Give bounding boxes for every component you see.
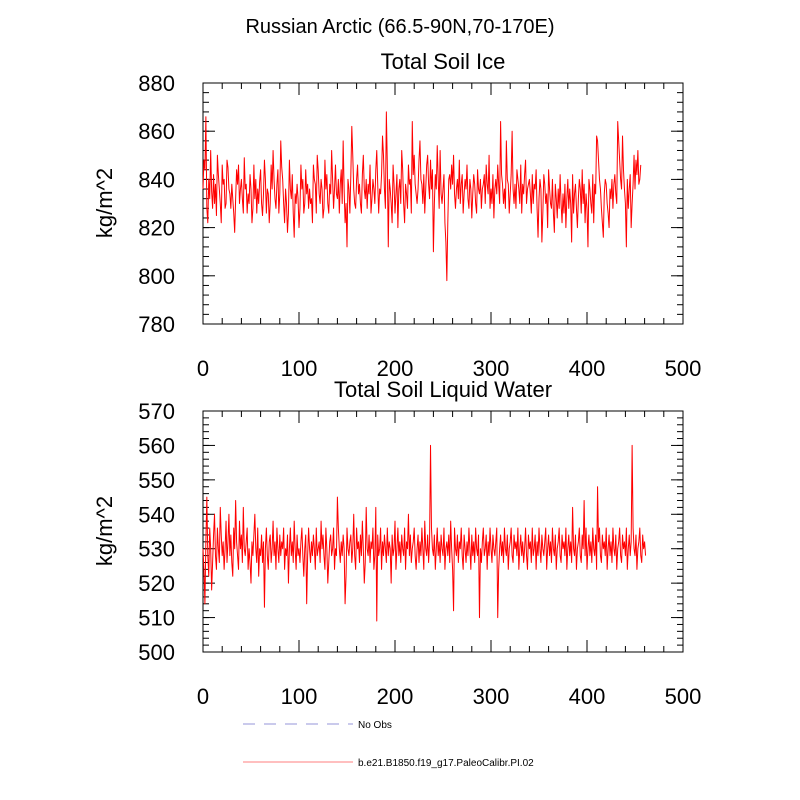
chart-title: Total Soil Liquid Water: [334, 377, 552, 402]
y-tick-label: 570: [138, 399, 175, 424]
axis-ticks: [202, 410, 684, 653]
y-tick-label: 860: [138, 119, 175, 144]
y-tick-label: 530: [138, 537, 175, 562]
y-tick-label: 540: [138, 502, 175, 527]
legend-item-no-obs: No Obs: [243, 720, 392, 731]
x-tick-label: 100: [281, 684, 318, 709]
x-tick-label: 300: [473, 356, 510, 381]
chart-panel-total-soil-ice: Total Soil Ice kg/m^2 0 100 200 300 400 500 78…: [92, 49, 701, 381]
legend-label: b.e21.B1850.f19_g17.PaleoCalibr.PI.02: [358, 758, 534, 769]
x-tick-label: 400: [569, 356, 606, 381]
y-tick-label: 550: [138, 468, 175, 493]
plot-frame: [202, 410, 684, 653]
legend: No Obs b.e21.B1850.f19_g17.PaleoCalibr.P…: [243, 720, 534, 769]
y-tick-label: 820: [138, 216, 175, 241]
tick-labels: 0 100 200 300 400 500 500 510 520 530 540 550 560 570: [138, 399, 701, 709]
axis-ticks: [202, 82, 684, 325]
chart-panel-total-soil-liquid-water: Total Soil Liquid Water kg/m^2 0 100 200 30…: [92, 377, 701, 709]
series-group: [202, 444, 647, 622]
chart-title: Total Soil Ice: [381, 49, 506, 74]
x-tick-label: 0: [197, 684, 209, 709]
y-tick-label: 510: [138, 606, 175, 631]
legend-item-model-run: b.e21.B1850.f19_g17.PaleoCalibr.PI.02: [243, 758, 534, 769]
x-tick-label: 100: [281, 356, 318, 381]
y-axis-label: kg/m^2: [92, 496, 117, 566]
x-tick-label: 300: [473, 684, 510, 709]
x-tick-label: 200: [377, 684, 414, 709]
y-tick-label: 840: [138, 167, 175, 192]
y-tick-label: 800: [138, 264, 175, 289]
y-tick-label: 500: [138, 640, 175, 665]
y-tick-label: 520: [138, 571, 175, 596]
x-tick-label: 500: [665, 684, 702, 709]
x-tick-label: 400: [569, 684, 606, 709]
plot-frame: [202, 82, 684, 325]
tick-labels: 0 100 200 300 400 500 780 800 820 840 860 880: [138, 71, 701, 381]
x-tick-label: 0: [197, 356, 209, 381]
series-line: [202, 444, 647, 622]
y-tick-label: 780: [138, 312, 175, 337]
series-line: [202, 111, 642, 282]
legend-label: No Obs: [358, 720, 392, 731]
main-title: Russian Arctic (66.5-90N,70-170E): [245, 16, 554, 38]
y-tick-label: 880: [138, 71, 175, 96]
y-tick-label: 560: [138, 433, 175, 458]
y-axis-label: kg/m^2: [92, 168, 117, 238]
series-group: [202, 111, 642, 282]
x-tick-label: 200: [377, 356, 414, 381]
x-tick-label: 500: [665, 356, 702, 381]
